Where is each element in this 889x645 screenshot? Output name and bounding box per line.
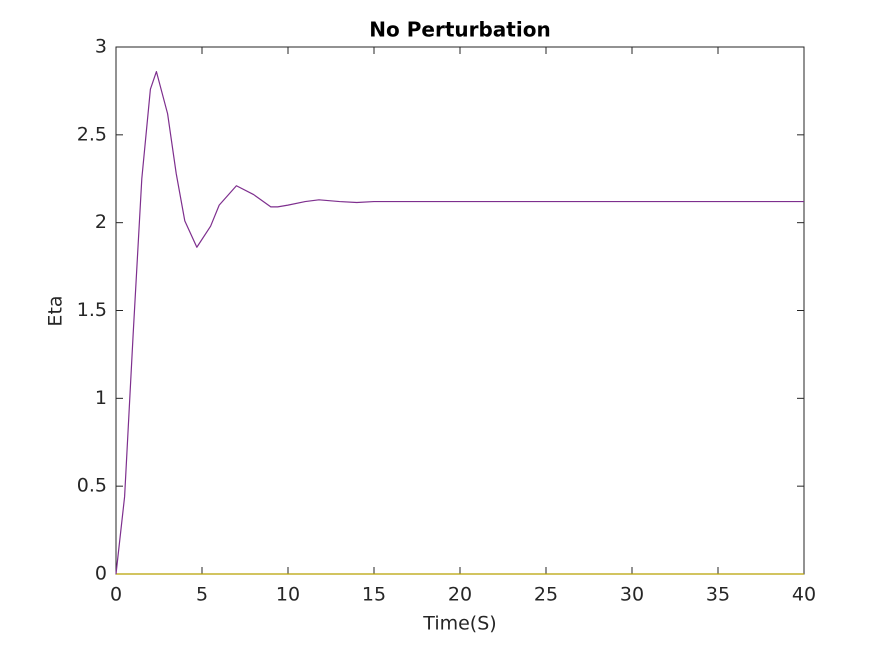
plot-area (115, 46, 805, 575)
x-tick-label: 0 (110, 584, 122, 606)
x-axis-label: Time(S) (422, 613, 496, 635)
y-axis-label: Eta (45, 295, 67, 326)
y-tick-label: 1 (95, 387, 107, 409)
x-tick-label: 20 (448, 584, 472, 606)
y-tick-label: 3 (95, 36, 107, 58)
x-tick-label: 25 (534, 584, 558, 606)
y-tick-label: 2 (95, 211, 107, 233)
y-tick-label: 1.5 (77, 299, 107, 321)
x-tick-label: 10 (276, 584, 300, 606)
x-tick-label: 35 (706, 584, 730, 606)
x-tick-label: 40 (792, 584, 816, 606)
chart-title: No Perturbation (369, 18, 550, 42)
y-tick-label: 0.5 (77, 475, 107, 497)
x-tick-label: 30 (620, 584, 644, 606)
line-series (115, 70, 804, 575)
y-tick-label: 0 (95, 563, 107, 585)
x-tick-label: 5 (196, 584, 208, 606)
x-tick-label: 15 (362, 584, 386, 606)
y-tick-label: 2.5 (77, 123, 107, 145)
